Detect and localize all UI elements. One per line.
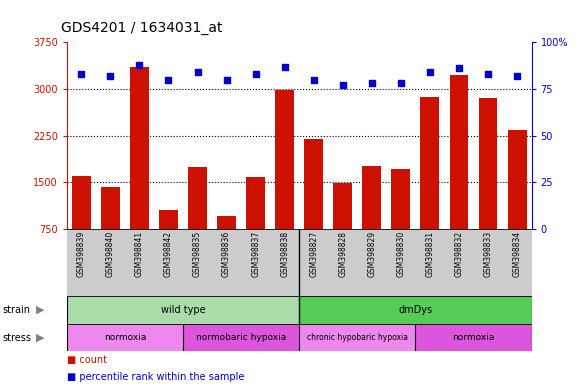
- Bar: [363, 166, 381, 229]
- Bar: [415, 324, 532, 351]
- Text: GSM398837: GSM398837: [251, 231, 260, 277]
- Point: [483, 71, 493, 77]
- Text: GSM398831: GSM398831: [425, 231, 435, 277]
- Point: [454, 65, 464, 71]
- Point: [280, 63, 289, 70]
- Bar: [304, 139, 323, 229]
- Text: ▶: ▶: [36, 305, 45, 315]
- Bar: [299, 296, 532, 324]
- Text: stress: stress: [3, 333, 32, 343]
- Point: [512, 73, 522, 79]
- Text: GSM398835: GSM398835: [193, 231, 202, 277]
- Text: ■ count: ■ count: [67, 355, 107, 365]
- Bar: [508, 130, 526, 229]
- Text: GDS4201 / 1634031_at: GDS4201 / 1634031_at: [61, 21, 223, 35]
- Bar: [479, 98, 497, 229]
- Bar: [503, 229, 532, 296]
- Bar: [357, 229, 386, 296]
- Text: wild type: wild type: [161, 305, 205, 315]
- Text: GSM398827: GSM398827: [309, 231, 318, 277]
- Point: [367, 80, 376, 86]
- Bar: [333, 184, 352, 229]
- Bar: [444, 229, 474, 296]
- Text: GSM398833: GSM398833: [483, 231, 493, 277]
- Point: [135, 61, 144, 68]
- Bar: [270, 229, 299, 296]
- Bar: [299, 229, 328, 296]
- Text: GSM398840: GSM398840: [106, 231, 115, 277]
- Text: GSM398832: GSM398832: [454, 231, 464, 277]
- Bar: [183, 229, 212, 296]
- Point: [425, 69, 435, 75]
- Bar: [386, 229, 415, 296]
- Point: [106, 73, 115, 79]
- Text: normoxia: normoxia: [104, 333, 146, 342]
- Bar: [392, 169, 410, 229]
- Text: GSM398842: GSM398842: [164, 231, 173, 277]
- Bar: [188, 167, 207, 229]
- Bar: [101, 187, 120, 229]
- Point: [309, 76, 318, 83]
- Bar: [67, 324, 183, 351]
- Point: [77, 71, 86, 77]
- Text: strain: strain: [3, 305, 31, 315]
- Text: ▶: ▶: [36, 333, 45, 343]
- Point: [396, 80, 406, 86]
- Text: chronic hypobaric hypoxia: chronic hypobaric hypoxia: [307, 333, 408, 342]
- Bar: [154, 229, 183, 296]
- Point: [338, 82, 347, 88]
- Point: [193, 69, 202, 75]
- Bar: [183, 324, 299, 351]
- Text: dmDys: dmDys: [399, 305, 432, 315]
- Bar: [67, 296, 299, 324]
- Bar: [217, 217, 236, 229]
- Text: GSM398836: GSM398836: [222, 231, 231, 277]
- Bar: [246, 177, 265, 229]
- Bar: [421, 97, 439, 229]
- Point: [222, 76, 231, 83]
- Text: GSM398839: GSM398839: [77, 231, 86, 277]
- Bar: [67, 229, 96, 296]
- Point: [164, 76, 173, 83]
- Bar: [415, 229, 444, 296]
- Bar: [450, 74, 468, 229]
- Bar: [96, 229, 125, 296]
- Bar: [212, 229, 241, 296]
- Bar: [474, 229, 503, 296]
- Bar: [299, 324, 415, 351]
- Bar: [159, 210, 178, 229]
- Bar: [241, 229, 270, 296]
- Point: [251, 71, 260, 77]
- Bar: [328, 229, 357, 296]
- Text: normoxia: normoxia: [453, 333, 494, 342]
- Text: GSM398834: GSM398834: [512, 231, 522, 277]
- Text: GSM398829: GSM398829: [367, 231, 376, 277]
- Text: GSM398841: GSM398841: [135, 231, 144, 277]
- Bar: [275, 90, 294, 229]
- Text: ■ percentile rank within the sample: ■ percentile rank within the sample: [67, 372, 244, 382]
- Bar: [130, 67, 149, 229]
- Text: GSM398838: GSM398838: [280, 231, 289, 277]
- Text: GSM398830: GSM398830: [396, 231, 406, 277]
- Text: normobaric hypoxia: normobaric hypoxia: [196, 333, 286, 342]
- Bar: [125, 229, 154, 296]
- Bar: [72, 176, 91, 229]
- Text: GSM398828: GSM398828: [338, 231, 347, 277]
